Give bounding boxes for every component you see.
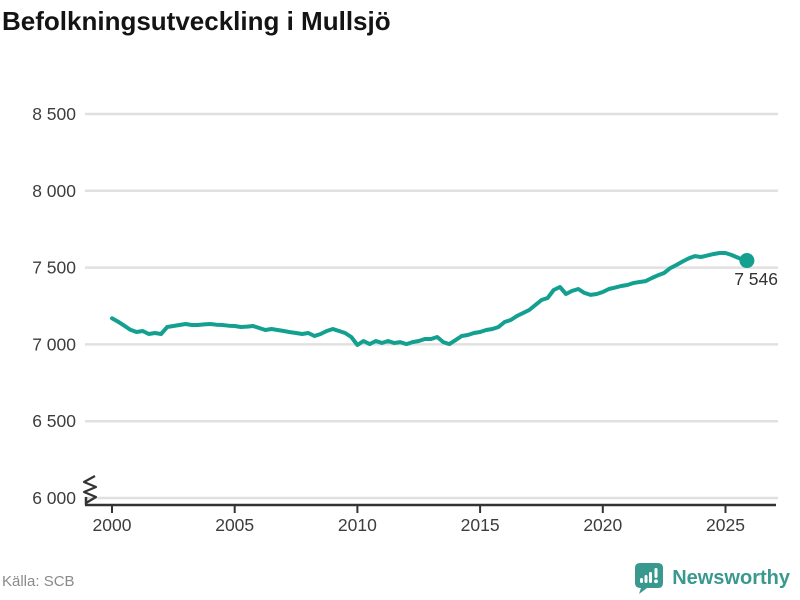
end-point-marker: [739, 253, 755, 269]
source-label: Källa: SCB: [2, 573, 75, 590]
population-series-line: [110, 251, 746, 347]
chart-title: Befolkningsutveckling i Mullsjö: [2, 6, 391, 36]
y-tick-label: 8 500: [32, 104, 76, 124]
x-tick-label: 2005: [215, 515, 254, 535]
x-tick-label: 2000: [93, 515, 132, 535]
y-tick-label: 7 000: [32, 334, 76, 354]
y-tick-label: 8 000: [32, 181, 76, 201]
newsworthy-bubble-chart-icon: [635, 563, 664, 594]
y-tick-label: 7 500: [32, 258, 76, 278]
x-tick-label: 2010: [338, 515, 377, 535]
brand-wordmark: Newsworthy: [672, 567, 790, 589]
x-tick-label: 2020: [583, 515, 622, 535]
y-tick-label: 6 500: [32, 411, 76, 431]
x-tick-label: 2015: [461, 515, 500, 535]
y-tick-label: 6 000: [32, 488, 76, 508]
axis-break-icon: [82, 475, 98, 504]
end-value-label: 7 546: [734, 269, 778, 289]
newsworthy-logo[interactable]: Newsworthy: [634, 562, 790, 595]
x-tick-label: 2025: [706, 515, 745, 535]
